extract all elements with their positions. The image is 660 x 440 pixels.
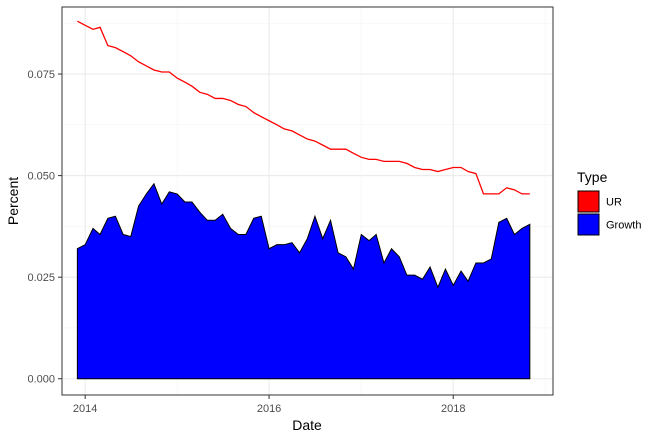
legend-label-ur: UR [606,197,622,209]
legend-key-growth [577,213,600,236]
growth-area [76,182,531,380]
y-tick-label: 0.050 [27,171,55,183]
legend: Type UR Growth [577,169,641,236]
y-axis-title: Percent [5,177,21,225]
legend-key-ur [577,190,600,213]
y-tick-label: 0.000 [27,374,55,386]
legend-label-growth: Growth [606,220,641,232]
y-axis: 0.000 0.025 0.050 0.075 [27,69,62,386]
x-tick-label: 2018 [441,403,465,415]
ur-line [77,20,530,195]
y-tick-label: 0.025 [27,272,55,284]
legend-title: Type [577,169,608,185]
plot-panel-border [61,6,554,396]
x-tick-label: 2016 [257,403,281,415]
x-tick-label: 2014 [73,403,97,415]
x-axis-title: Date [292,417,322,433]
x-axis: 2014 2016 2018 [73,395,465,415]
y-tick-label: 0.075 [27,69,55,81]
